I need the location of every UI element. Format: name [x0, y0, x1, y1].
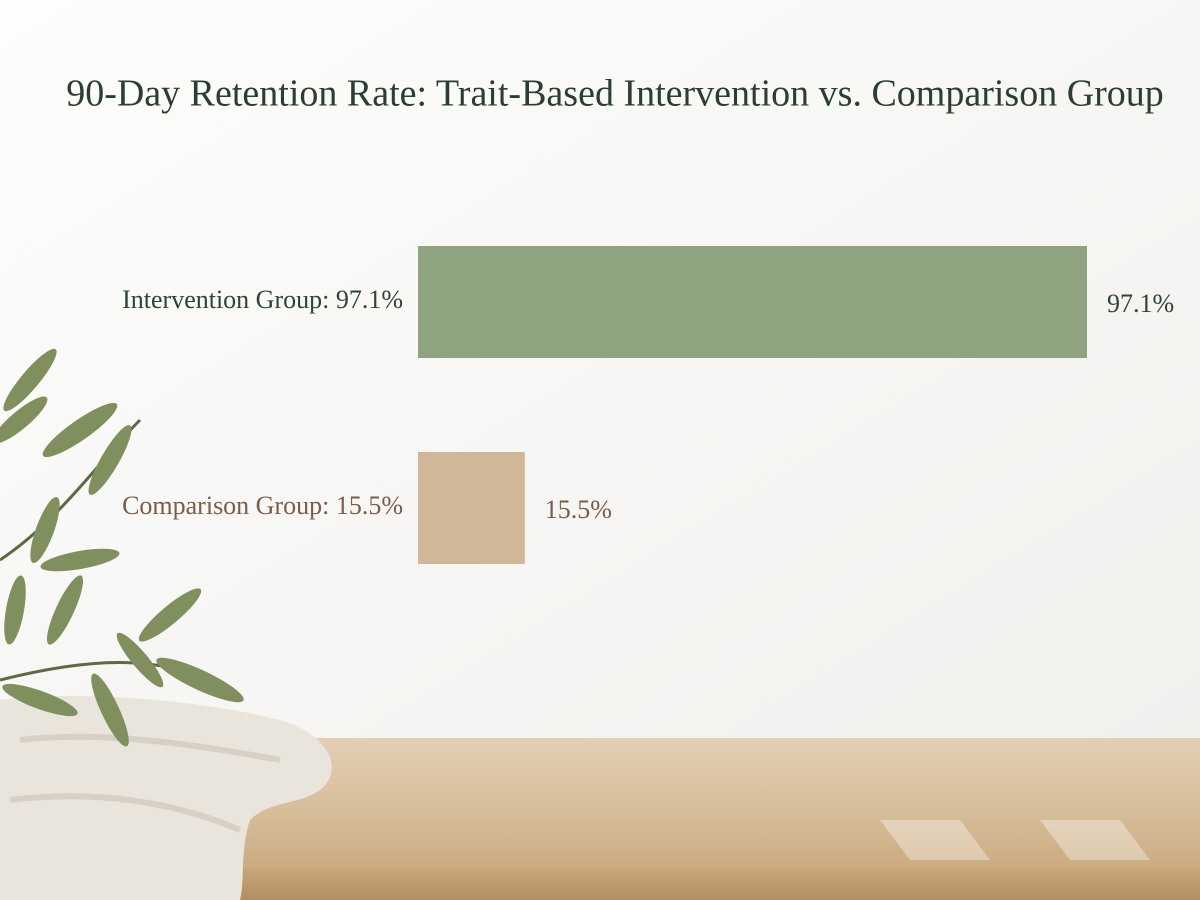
value-label: 97.1% — [1107, 289, 1174, 318]
chart-title: 90-Day Retention Rate: Trait-Based Inter… — [66, 73, 1164, 115]
bar — [418, 452, 525, 564]
category-label: Comparison Group: 15.5% — [122, 491, 403, 520]
bar — [418, 246, 1087, 358]
value-label: 15.5% — [545, 495, 612, 524]
category-label: Intervention Group: 97.1% — [122, 285, 403, 314]
